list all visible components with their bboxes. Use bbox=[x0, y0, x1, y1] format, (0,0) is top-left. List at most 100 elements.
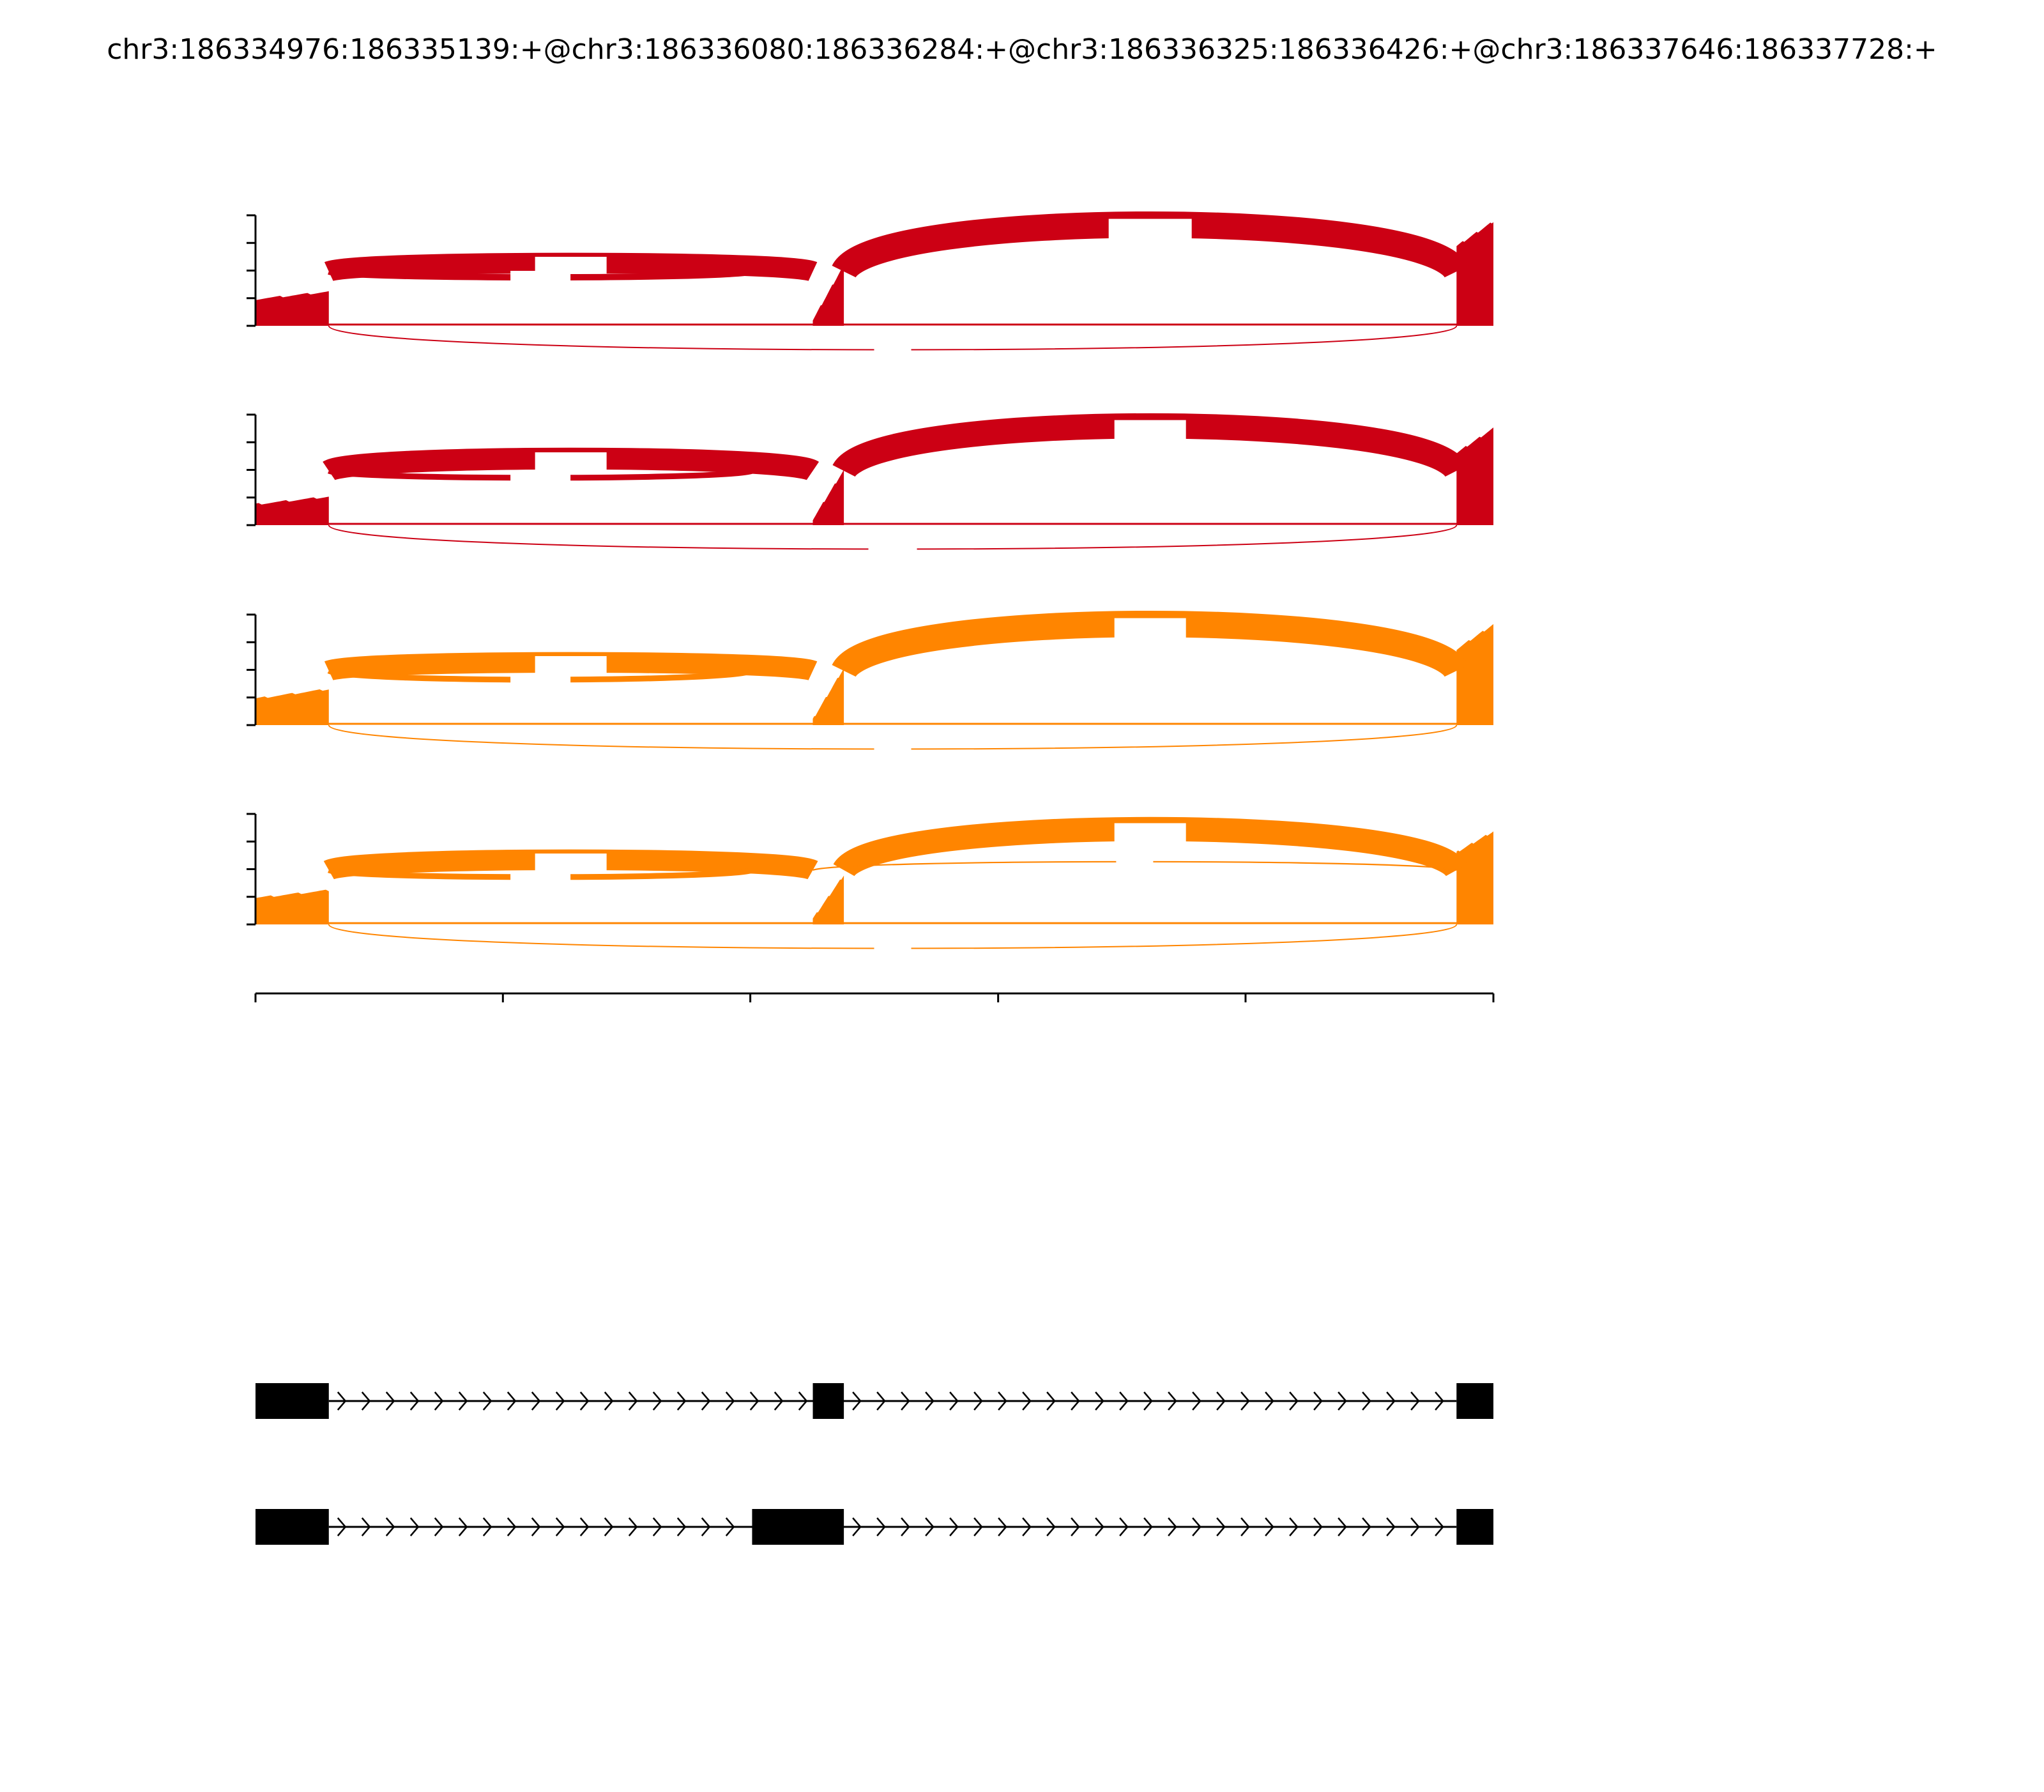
coverage-block bbox=[1456, 427, 1493, 525]
strand-arrow bbox=[1119, 1517, 1129, 1536]
strand-arrow bbox=[1216, 1391, 1226, 1411]
strand-arrow bbox=[628, 1391, 638, 1411]
sashimi-panels bbox=[247, 211, 1493, 968]
coverage-block bbox=[812, 668, 844, 725]
strand-arrow bbox=[1362, 1517, 1371, 1536]
strand-arrow bbox=[1143, 1391, 1153, 1411]
strand-arrow bbox=[1022, 1391, 1032, 1411]
exon-block bbox=[1456, 1383, 1493, 1419]
strand-arrow bbox=[1192, 1517, 1201, 1536]
isoform-1 bbox=[256, 1383, 1493, 1419]
junction-label-bg bbox=[510, 471, 571, 497]
coverage-block bbox=[256, 689, 329, 725]
strand-arrow bbox=[852, 1517, 862, 1536]
junction-label-bg bbox=[510, 870, 571, 896]
strand-arrow bbox=[337, 1391, 347, 1411]
figure-title: chr3:186334976:186335139:+@chr3:18633608… bbox=[107, 33, 1937, 66]
coverage-block bbox=[1456, 624, 1493, 725]
strand-arrow bbox=[604, 1517, 614, 1536]
strand-arrow bbox=[998, 1391, 1007, 1411]
strand-arrow bbox=[949, 1517, 959, 1536]
strand-arrow bbox=[337, 1517, 347, 1536]
exon-block bbox=[752, 1509, 844, 1545]
strand-arrow bbox=[973, 1517, 983, 1536]
strand-arrow bbox=[1386, 1517, 1396, 1536]
strand-arrow bbox=[434, 1391, 444, 1411]
strand-arrow bbox=[652, 1517, 662, 1536]
strand-arrow bbox=[458, 1391, 468, 1411]
strand-arrow bbox=[1119, 1391, 1129, 1411]
strand-arrow bbox=[701, 1517, 711, 1536]
panel-4 bbox=[247, 813, 1493, 968]
junction-label-bg bbox=[1116, 855, 1154, 881]
strand-arrow bbox=[1265, 1391, 1274, 1411]
strand-arrow bbox=[998, 1517, 1007, 1536]
coverage-block bbox=[256, 889, 329, 924]
strand-arrow bbox=[1046, 1391, 1056, 1411]
strand-arrow bbox=[458, 1517, 468, 1536]
strand-arrow bbox=[1435, 1517, 1444, 1536]
strand-arrow bbox=[1240, 1391, 1250, 1411]
coverage-block bbox=[812, 875, 844, 924]
isoform-track bbox=[256, 1383, 1493, 1545]
strand-arrow bbox=[1192, 1391, 1201, 1411]
strand-arrow bbox=[725, 1391, 735, 1411]
strand-arrow bbox=[531, 1391, 541, 1411]
strand-arrow bbox=[409, 1391, 420, 1411]
strand-arrow bbox=[701, 1391, 711, 1411]
strand-arrow bbox=[973, 1391, 983, 1411]
strand-arrow bbox=[361, 1517, 371, 1536]
strand-arrow bbox=[604, 1391, 614, 1411]
junction-label-bg bbox=[1114, 823, 1186, 849]
coverage-block bbox=[1456, 831, 1493, 924]
x-axis bbox=[254, 992, 1495, 1002]
junction-label-bg bbox=[874, 942, 911, 968]
strand-arrow bbox=[725, 1517, 735, 1536]
strand-arrow bbox=[1046, 1517, 1056, 1536]
junction-label-bg bbox=[510, 673, 571, 699]
exon-block bbox=[812, 1383, 844, 1419]
strand-arrow bbox=[409, 1517, 420, 1536]
strand-arrow bbox=[798, 1391, 808, 1411]
strand-arrow bbox=[1022, 1517, 1032, 1536]
strand-arrow bbox=[676, 1391, 687, 1411]
exon-block bbox=[1456, 1509, 1493, 1545]
strand-arrow bbox=[852, 1391, 862, 1411]
strand-arrow bbox=[579, 1391, 590, 1411]
strand-arrow bbox=[361, 1391, 371, 1411]
strand-arrow bbox=[876, 1517, 886, 1536]
strand-arrow bbox=[482, 1517, 492, 1536]
strand-arrow bbox=[676, 1517, 687, 1536]
strand-arrow bbox=[774, 1391, 784, 1411]
strand-arrow bbox=[1168, 1391, 1177, 1411]
strand-arrow bbox=[1289, 1517, 1299, 1536]
strand-arrow bbox=[1313, 1517, 1323, 1536]
junction-label-bg bbox=[1114, 618, 1186, 644]
strand-arrow bbox=[749, 1391, 759, 1411]
strand-arrow bbox=[1289, 1391, 1299, 1411]
junction-label-bg bbox=[874, 743, 911, 769]
panel-3 bbox=[247, 611, 1493, 769]
strand-arrow bbox=[507, 1517, 517, 1536]
strand-arrow bbox=[876, 1391, 886, 1411]
strand-arrow bbox=[1410, 1391, 1420, 1411]
strand-arrow bbox=[1216, 1517, 1226, 1536]
strand-arrow bbox=[1071, 1391, 1080, 1411]
strand-arrow bbox=[1435, 1391, 1444, 1411]
junction-label-bg bbox=[510, 270, 571, 296]
coverage-block bbox=[256, 496, 329, 525]
junction-label-bg bbox=[1114, 420, 1186, 446]
strand-arrow bbox=[1338, 1391, 1347, 1411]
panel-2 bbox=[247, 413, 1493, 569]
coverage-block bbox=[256, 291, 329, 326]
panel-1 bbox=[247, 211, 1493, 369]
junction-label-bg bbox=[868, 543, 917, 569]
strand-arrow bbox=[1265, 1517, 1274, 1536]
strand-arrow bbox=[1386, 1391, 1396, 1411]
exon-block bbox=[256, 1509, 329, 1545]
isoform-2 bbox=[256, 1509, 1493, 1545]
coverage-block bbox=[1456, 222, 1493, 326]
strand-arrow bbox=[1410, 1517, 1420, 1536]
